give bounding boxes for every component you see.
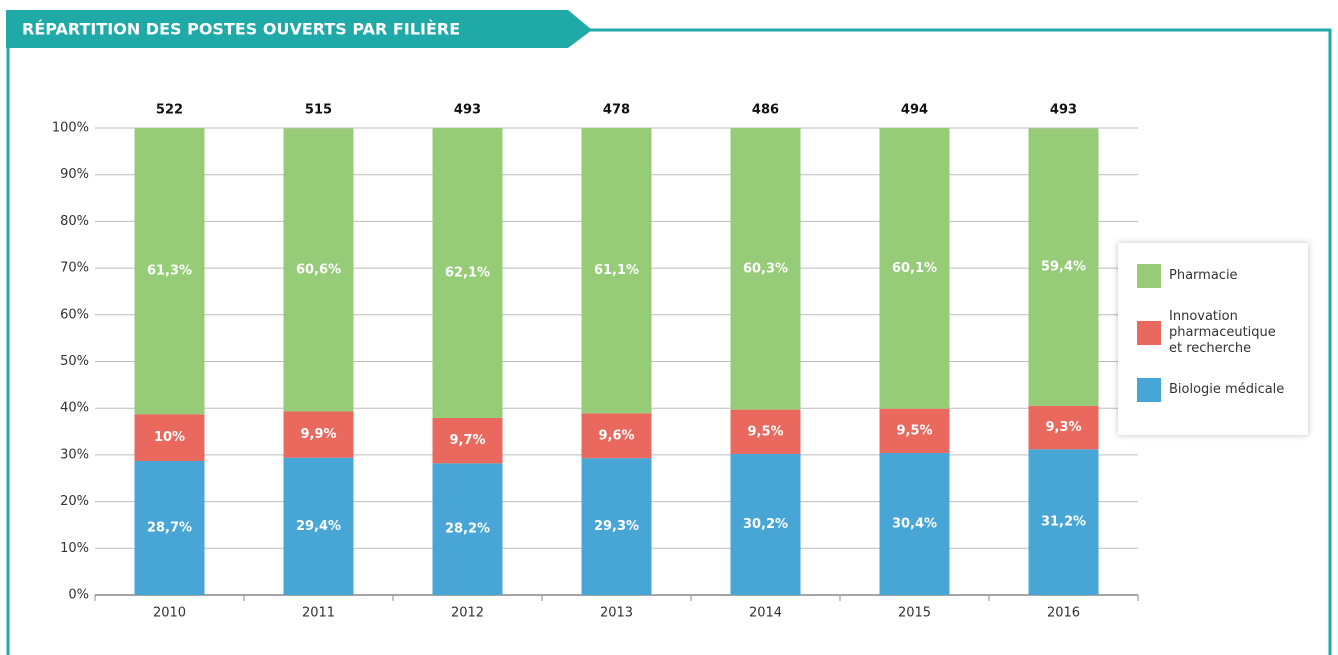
- bar-segment: [879, 453, 950, 595]
- bar-segment: [134, 128, 205, 415]
- y-tick-label: 10%: [60, 541, 89, 556]
- legend-swatch: [1137, 378, 1161, 402]
- data-label: 62,1%: [445, 266, 490, 281]
- y-tick-label: 40%: [60, 401, 89, 416]
- bar-segment: [730, 453, 801, 595]
- x-tick-label: 2015: [898, 606, 931, 621]
- data-label: 28,2%: [445, 522, 490, 537]
- x-tick-label: 2013: [600, 606, 633, 621]
- frame: [560, 28, 1332, 655]
- bar-segment: [432, 463, 503, 595]
- legend-label: Innovation pharmaceutique et recherche: [1169, 309, 1276, 356]
- y-tick-label: 50%: [60, 354, 89, 369]
- data-label: 60,6%: [296, 262, 341, 277]
- y-tick-label: 30%: [60, 447, 89, 462]
- data-label: 9,5%: [896, 423, 932, 438]
- bar-segment: [581, 413, 652, 459]
- data-label: 9,5%: [747, 424, 783, 439]
- data-label: 9,6%: [598, 428, 634, 443]
- y-tick-label: 0%: [68, 588, 89, 603]
- bar-segment: [432, 128, 503, 419]
- data-label: 60,1%: [892, 261, 937, 276]
- data-label: 28,7%: [147, 520, 192, 535]
- bar-segment: [1028, 128, 1099, 406]
- y-tick-label: 20%: [60, 494, 89, 509]
- legend-swatch: [1137, 264, 1161, 288]
- data-label: 29,4%: [296, 519, 341, 534]
- y-tick-label: 100%: [52, 121, 89, 136]
- data-label: 9,3%: [1045, 420, 1081, 435]
- bar-segment: [134, 414, 205, 461]
- title-banner: [6, 10, 592, 48]
- legend-label: Biologie médicale: [1169, 382, 1285, 397]
- data-label: 61,3%: [147, 264, 192, 279]
- legend-entry: Pharmacie: [1137, 255, 1298, 297]
- total-label: 493: [1050, 103, 1077, 118]
- total-label: 522: [156, 103, 183, 118]
- bar-segment: [1028, 405, 1099, 450]
- total-label: 494: [901, 103, 928, 118]
- data-label: 59,4%: [1041, 260, 1086, 275]
- legend: Pharmacie Innovation pharmaceutique et re…: [1118, 243, 1308, 435]
- legend-entry: Biologie médicale: [1137, 369, 1298, 411]
- total-label: 493: [454, 103, 481, 118]
- bar-segment: [879, 408, 950, 454]
- data-label: 30,4%: [892, 517, 937, 532]
- data-label: 61,1%: [594, 263, 639, 278]
- x-tick-label: 2010: [153, 606, 186, 621]
- total-label: 515: [305, 103, 332, 118]
- bar-segment: [283, 128, 354, 412]
- total-label: 478: [603, 103, 630, 118]
- x-tick-label: 2014: [749, 606, 782, 621]
- bar-segment: [134, 460, 205, 595]
- bar-segment: [879, 128, 950, 409]
- y-tick-label: 60%: [60, 307, 89, 322]
- data-label: 9,9%: [300, 427, 336, 442]
- legend-entry: Innovation pharmaceutique et recherche: [1137, 309, 1298, 357]
- bar-segment: [730, 128, 801, 410]
- x-tick-label: 2016: [1047, 606, 1080, 621]
- legend-swatch: [1137, 321, 1161, 345]
- y-tick-label: 70%: [60, 261, 89, 276]
- bar-segment: [432, 418, 503, 464]
- y-tick-label: 80%: [60, 214, 89, 229]
- data-label: 10%: [154, 430, 185, 445]
- total-label: 486: [752, 103, 779, 118]
- data-label: 30,2%: [743, 517, 788, 532]
- x-tick-label: 2012: [451, 606, 484, 621]
- bar-segment: [283, 411, 354, 458]
- bar-segment: [283, 457, 354, 595]
- legend-label: Pharmacie: [1169, 268, 1238, 283]
- bar-segment: [730, 409, 801, 454]
- bar-segment: [581, 128, 652, 414]
- x-tick-label: 2011: [302, 606, 335, 621]
- data-label: 31,2%: [1041, 515, 1086, 530]
- data-label: 9,7%: [449, 433, 485, 448]
- chart-title: RÉPARTITION DES POSTES OUVERTS PAR FILIÈ…: [22, 20, 460, 39]
- y-tick-label: 90%: [60, 167, 89, 182]
- data-label: 60,3%: [743, 261, 788, 276]
- data-label: 29,3%: [594, 519, 639, 534]
- bar-segment: [581, 458, 652, 595]
- bar-segment: [1028, 449, 1099, 595]
